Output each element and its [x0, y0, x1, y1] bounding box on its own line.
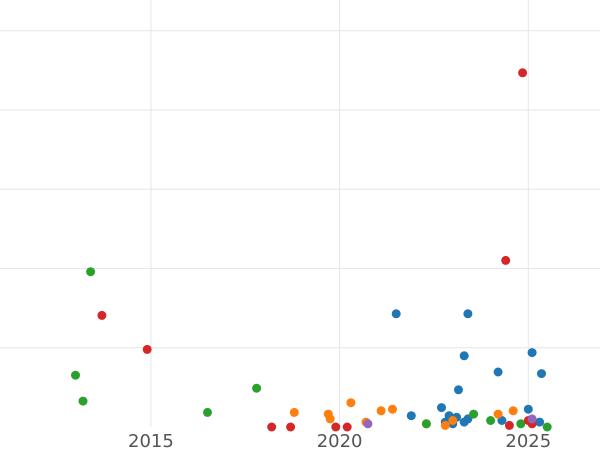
data-point-series-1: [391, 309, 401, 319]
data-point-series-3: [71, 370, 80, 380]
data-point-series-1: [535, 417, 545, 427]
data-point-series-3: [86, 267, 96, 277]
data-point-series-2: [289, 407, 299, 417]
data-point-series-1: [437, 403, 446, 413]
data-point-series-1: [523, 404, 533, 414]
data-point-series-3: [486, 416, 496, 425]
data-point-series-4: [504, 420, 514, 430]
x-tick-label: 2015: [128, 431, 174, 450]
data-point-series-3: [252, 383, 262, 393]
data-point-series-3: [542, 422, 552, 432]
data-point-series-3: [421, 419, 431, 429]
data-point-series-4: [142, 344, 152, 354]
grid: [0, 0, 600, 427]
data-point-series-4: [267, 422, 277, 432]
data-point-series-4: [286, 422, 296, 432]
data-point-series-4: [518, 68, 528, 78]
data-point-series-2: [448, 416, 458, 425]
data-point-series-2: [346, 398, 356, 408]
data-point-series-2: [388, 404, 397, 414]
data-point-series-1: [406, 411, 416, 421]
data-point-series-3: [469, 409, 479, 419]
x-axis-tick-labels: 2015 2020 2025: [128, 431, 551, 450]
data-point-series-3: [516, 419, 526, 429]
data-point-series-1: [527, 348, 537, 358]
data-point-series-2: [325, 414, 335, 424]
data-point-series-4: [501, 255, 511, 265]
data-point-series-1: [463, 309, 473, 319]
data-point-series-2: [508, 406, 518, 416]
data-point-series-3: [203, 407, 212, 417]
data-points: [71, 68, 552, 432]
data-point-series-5: [527, 414, 537, 424]
data-point-series-1: [459, 351, 469, 361]
data-point-series-4: [97, 310, 107, 320]
x-tick-label: 2025: [505, 431, 551, 450]
data-point-series-4: [342, 422, 352, 432]
data-point-series-5: [363, 419, 373, 429]
data-point-series-2: [493, 409, 503, 419]
data-point-series-2: [376, 406, 386, 416]
data-point-series-1: [454, 385, 463, 395]
x-tick-label: 2020: [317, 431, 363, 450]
data-point-series-4: [331, 422, 341, 432]
data-point-series-2: [440, 420, 450, 430]
data-point-series-1: [493, 367, 503, 377]
data-point-series-1: [537, 369, 546, 379]
data-point-series-3: [78, 396, 88, 406]
